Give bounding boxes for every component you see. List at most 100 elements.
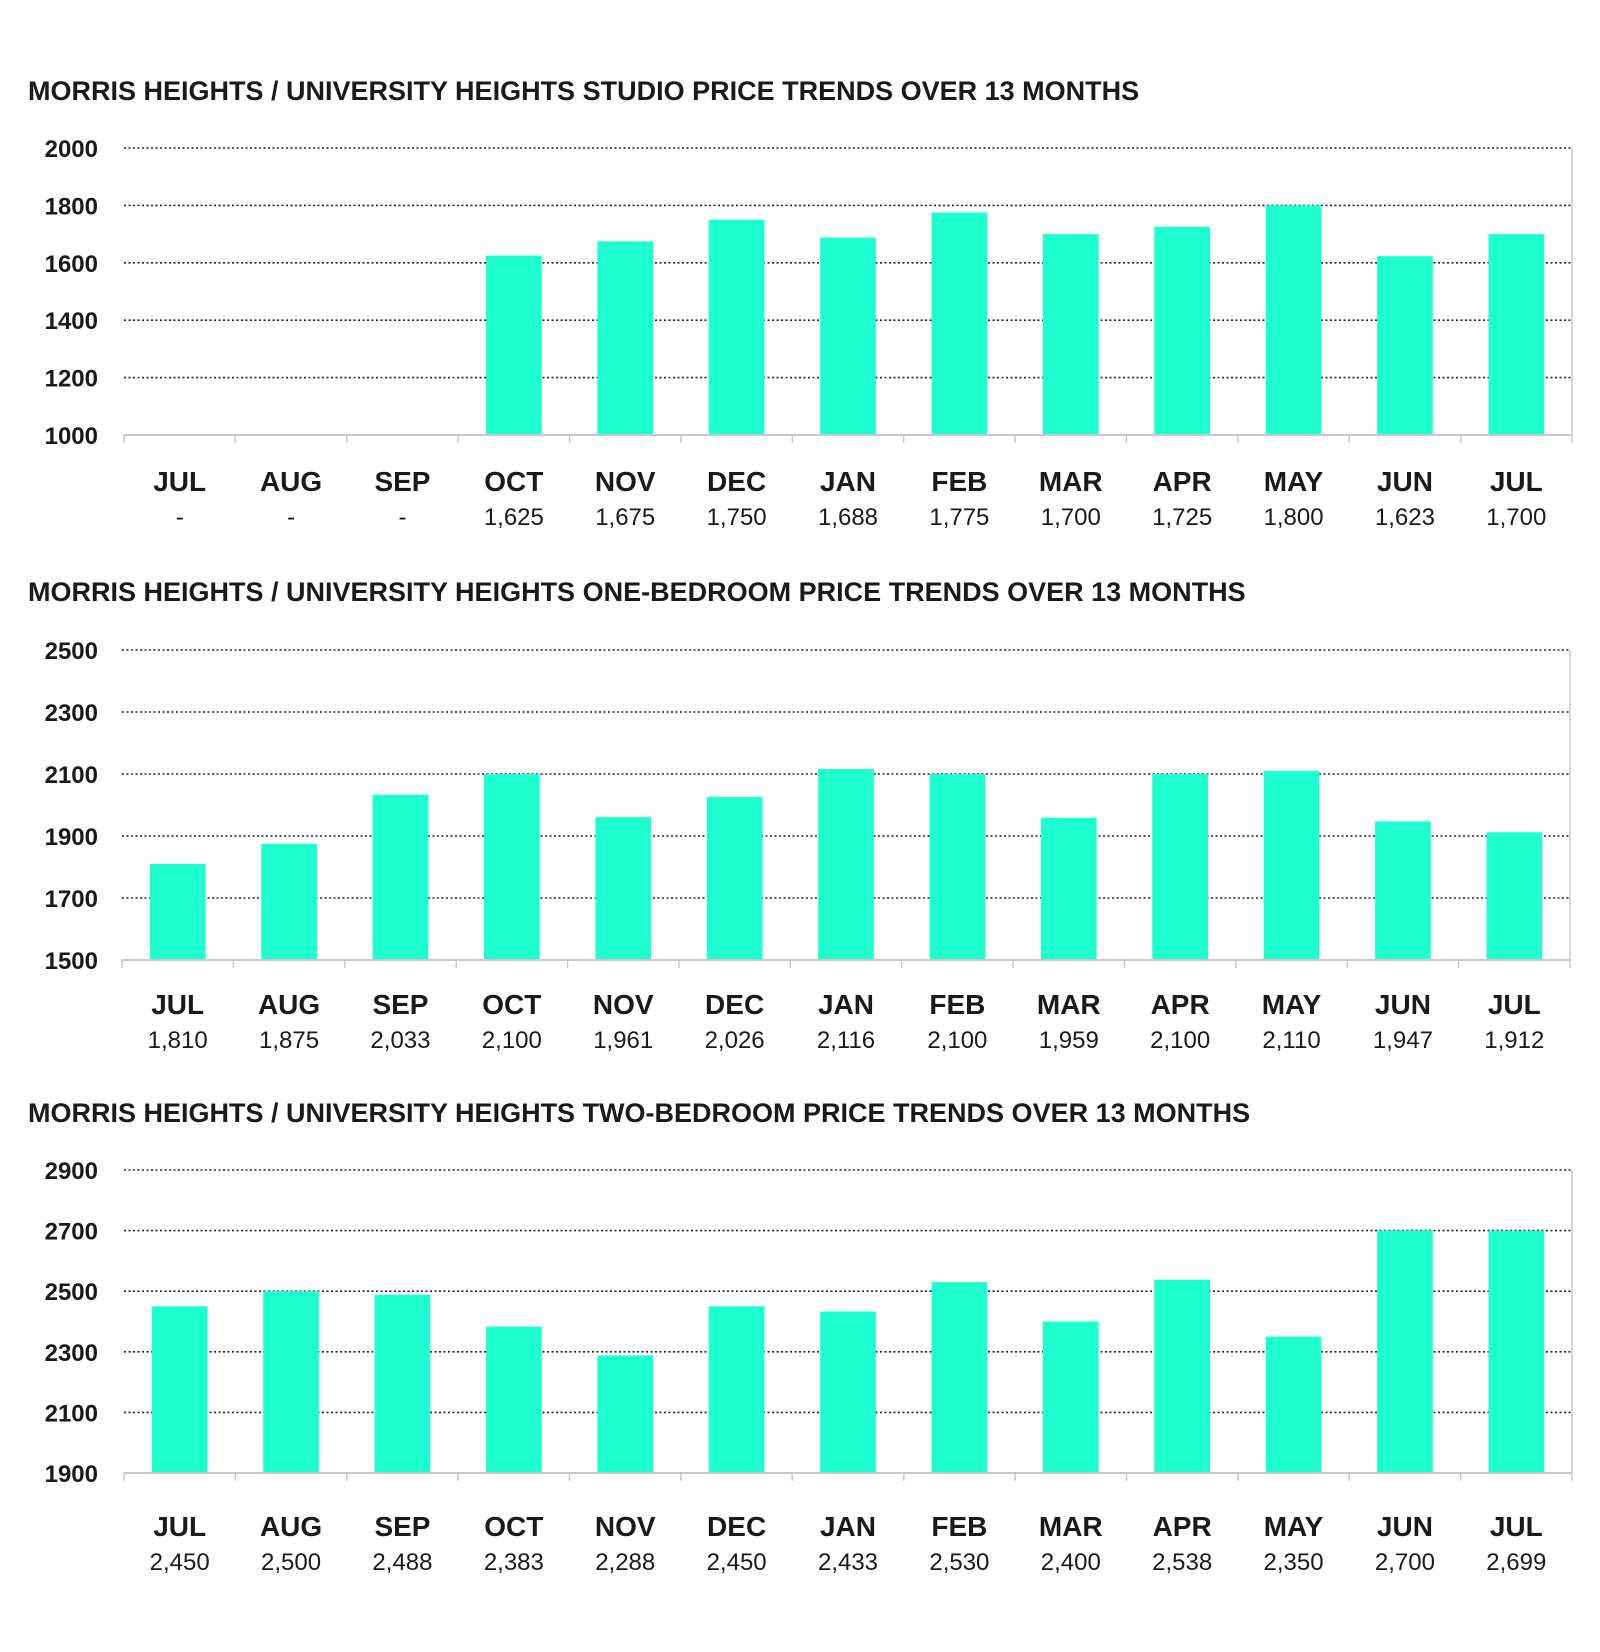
data-label: 1,675 bbox=[595, 504, 655, 531]
bar-11 bbox=[1377, 1230, 1433, 1473]
data-label: 1,700 bbox=[1041, 504, 1101, 531]
x-tick-label: MAY bbox=[1264, 466, 1324, 497]
bar-5 bbox=[708, 1306, 765, 1473]
x-tick-label: JUL bbox=[151, 989, 204, 1020]
x-tick-label: APR bbox=[1153, 1511, 1212, 1542]
data-label: 1,700 bbox=[1486, 504, 1546, 531]
x-tick-label: SEP bbox=[372, 989, 428, 1020]
x-tick-label: DEC bbox=[707, 1511, 766, 1542]
bar-9 bbox=[1154, 1279, 1210, 1473]
x-tick-label: MAR bbox=[1039, 466, 1103, 497]
x-tick-label: DEC bbox=[705, 989, 764, 1020]
bar-12 bbox=[1486, 832, 1543, 960]
y-tick-label: 2300 bbox=[45, 1340, 98, 1367]
data-label: 2,288 bbox=[595, 1549, 655, 1576]
data-label: 1,623 bbox=[1375, 504, 1435, 531]
x-tick-label: JUL bbox=[1490, 1511, 1543, 1542]
x-tick-label: MAR bbox=[1037, 989, 1101, 1020]
y-tick-label: 1900 bbox=[45, 824, 98, 851]
x-tick-label: JUL bbox=[1488, 989, 1541, 1020]
y-tick-label: 2100 bbox=[45, 1400, 98, 1427]
x-tick-label: JUN bbox=[1377, 1511, 1433, 1542]
data-label: 2,026 bbox=[705, 1027, 765, 1054]
y-tick-label: 1000 bbox=[45, 423, 98, 450]
data-label: 2,530 bbox=[929, 1549, 989, 1576]
bar-12 bbox=[1488, 1230, 1545, 1473]
data-label: 1,912 bbox=[1484, 1027, 1544, 1054]
x-tick-label: DEC bbox=[707, 466, 766, 497]
chart-1: MORRIS HEIGHTS / UNIVERSITY HEIGHTS ONE-… bbox=[28, 577, 1571, 1054]
x-tick-label: MAR bbox=[1039, 1511, 1103, 1542]
x-tick-label: JAN bbox=[820, 466, 876, 497]
bar-4 bbox=[597, 1355, 654, 1473]
data-label: 2,383 bbox=[484, 1549, 544, 1576]
bar-10 bbox=[1265, 1336, 1322, 1473]
data-label: 2,350 bbox=[1264, 1549, 1324, 1576]
x-tick-label: FEB bbox=[931, 466, 987, 497]
bar-7 bbox=[931, 212, 988, 435]
bar-6 bbox=[820, 1311, 876, 1473]
data-label: 1,810 bbox=[148, 1027, 208, 1054]
bar-3 bbox=[486, 255, 542, 435]
data-label: 2,400 bbox=[1041, 1549, 1101, 1576]
data-label: 1,875 bbox=[259, 1027, 319, 1054]
data-label: 2,100 bbox=[1150, 1027, 1210, 1054]
x-tick-label: OCT bbox=[482, 989, 541, 1020]
x-tick-label: MAY bbox=[1262, 989, 1322, 1020]
bar-1 bbox=[261, 843, 317, 960]
x-tick-label: FEB bbox=[929, 989, 985, 1020]
chart-0: MORRIS HEIGHTS / UNIVERSITY HEIGHTS STUD… bbox=[28, 76, 1573, 531]
data-label: 1,800 bbox=[1264, 504, 1324, 531]
data-label: 1,625 bbox=[484, 504, 544, 531]
y-tick-label: 2700 bbox=[45, 1219, 98, 1246]
data-label: 1,688 bbox=[818, 504, 878, 531]
y-tick-label: 1700 bbox=[45, 886, 98, 913]
bar-4 bbox=[597, 241, 654, 435]
x-tick-label: JUN bbox=[1377, 466, 1433, 497]
bar-11 bbox=[1375, 821, 1431, 960]
y-tick-label: 2000 bbox=[45, 136, 98, 163]
bar-8 bbox=[1042, 234, 1099, 435]
y-tick-label: 1900 bbox=[45, 1461, 98, 1488]
x-tick-label: OCT bbox=[484, 1511, 543, 1542]
data-label: - bbox=[176, 504, 184, 531]
bar-6 bbox=[820, 237, 876, 435]
bar-5 bbox=[708, 219, 765, 435]
x-tick-label: JUN bbox=[1375, 989, 1431, 1020]
data-label: 2,450 bbox=[707, 1549, 767, 1576]
bar-10 bbox=[1263, 770, 1320, 960]
x-tick-label: SEP bbox=[374, 466, 430, 497]
data-label: 2,699 bbox=[1486, 1549, 1546, 1576]
y-tick-label: 1800 bbox=[45, 193, 98, 220]
data-label: 1,947 bbox=[1373, 1027, 1433, 1054]
data-label: 1,725 bbox=[1152, 504, 1212, 531]
y-tick-label: 1500 bbox=[45, 948, 98, 975]
bar-5 bbox=[706, 796, 763, 960]
x-tick-label: SEP bbox=[374, 1511, 430, 1542]
data-label: 1,961 bbox=[593, 1027, 653, 1054]
x-tick-label: AUG bbox=[258, 989, 320, 1020]
data-label: 1,959 bbox=[1039, 1027, 1099, 1054]
bar-0 bbox=[151, 1306, 208, 1473]
y-tick-label: 2900 bbox=[45, 1158, 98, 1185]
data-label: 2,538 bbox=[1152, 1549, 1212, 1576]
bar-7 bbox=[929, 774, 986, 960]
bar-9 bbox=[1152, 774, 1208, 960]
bar-10 bbox=[1265, 205, 1322, 435]
data-label: 2,100 bbox=[927, 1027, 987, 1054]
y-tick-label: 2300 bbox=[45, 700, 98, 727]
data-label: 2,116 bbox=[817, 1027, 875, 1054]
data-label: - bbox=[398, 504, 406, 531]
bar-12 bbox=[1488, 234, 1545, 435]
data-label: 2,433 bbox=[818, 1549, 878, 1576]
bar-3 bbox=[484, 774, 540, 960]
x-tick-label: JUL bbox=[153, 466, 206, 497]
y-tick-label: 1600 bbox=[45, 251, 98, 278]
bar-3 bbox=[486, 1326, 542, 1473]
data-label: 2,100 bbox=[482, 1027, 542, 1054]
data-label: 1,775 bbox=[929, 504, 989, 531]
data-label: 2,488 bbox=[372, 1549, 432, 1576]
x-tick-label: JUL bbox=[1490, 466, 1543, 497]
bar-7 bbox=[931, 1282, 988, 1473]
